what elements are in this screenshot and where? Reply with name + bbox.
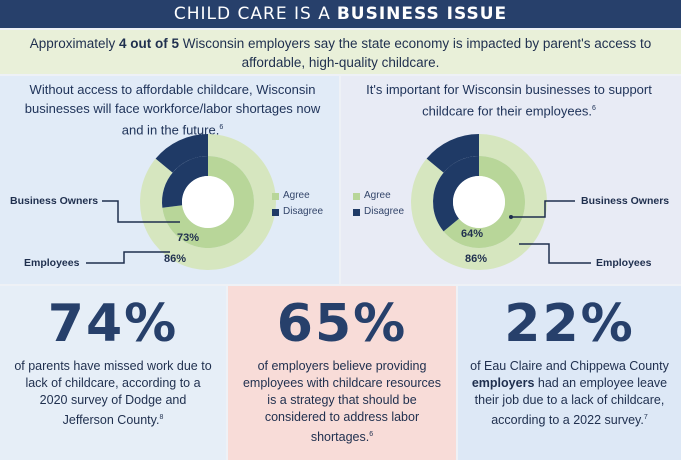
right-panel-text: It's important for Wisconsin businesses … [349, 80, 669, 120]
donut-hole [182, 176, 234, 228]
right-footnote: 6 [591, 105, 596, 112]
left-donut-chart [140, 134, 276, 270]
stat-card-missed-work: 74% of parents have missed work due to l… [0, 286, 226, 460]
business-owners-disagree-arc [162, 156, 208, 208]
donut-hole [453, 176, 505, 228]
left-panel-statement: Without access to affordable childcare, … [24, 82, 321, 138]
legend-item-disagree: Disagree [272, 204, 323, 220]
subtitle-banner: Approximately 4 out of 5 Wisconsin emplo… [0, 30, 681, 74]
stat-text-post: had an employee leave their job due to a… [474, 376, 668, 428]
business-owners-agree-arc [443, 156, 525, 248]
left-label-employees: Employees [24, 257, 80, 269]
left-callout-lines [86, 200, 180, 264]
left-pct-employees: 86% [164, 253, 187, 265]
stat-number: 65% [276, 294, 408, 354]
left-legend: Agree Disagree [272, 188, 323, 220]
right-donut-chart [411, 134, 547, 270]
title-bold: BUSINESS ISSUE [336, 4, 508, 24]
stat-number: 22% [504, 294, 635, 354]
left-pct-business-owners: 73% [177, 232, 200, 244]
right-callout-lines [509, 200, 591, 264]
legend-item-agree: Agree [272, 188, 323, 204]
stat-footnote: 7 [643, 414, 648, 421]
subtitle-bold: 4 out of 5 [119, 36, 179, 51]
stat-text: of employers believe providing employees… [242, 359, 441, 445]
subtitle-post: Wisconsin employers say the state econom… [179, 36, 652, 70]
right-chart-panel: It's important for Wisconsin businesses … [341, 76, 681, 284]
stat-text: of parents have missed work due to lack … [14, 359, 212, 428]
stat-text-pre: of Eau Claire and Chippewa County [470, 359, 669, 373]
business-owners-agree-arc [162, 156, 254, 248]
subtitle-pre: Approximately [29, 36, 119, 51]
legend-label-disagree: Disagree [283, 206, 324, 217]
stat-description: of Eau Claire and Chippewa County employ… [467, 358, 672, 429]
stat-card-employer-strategy: 65% of employers believe providing emplo… [228, 286, 456, 460]
legend-swatch-disagree [272, 208, 279, 216]
right-panel-statement: It's important for Wisconsin businesses … [366, 82, 652, 119]
stat-footnote: 6 [369, 431, 374, 438]
business-owners-disagree-arc [433, 156, 479, 232]
stat-description: of parents have missed work due to lack … [13, 358, 213, 429]
legend-item-agree: Agree [353, 188, 404, 204]
legend-swatch-agree [353, 192, 360, 200]
employees-agree-arc [411, 134, 547, 270]
left-panel-text: Without access to affordable childcare, … [20, 80, 325, 139]
left-label-business-owners: Business Owners [10, 195, 99, 207]
title-light: CHILD CARE IS A [173, 4, 331, 24]
stat-description: of employers believe providing employees… [237, 358, 447, 446]
right-label-business-owners: Business Owners [581, 195, 670, 207]
stat-card-employee-leave: 22% of Eau Claire and Chippewa County em… [458, 286, 681, 460]
left-footnote: 6 [219, 124, 224, 131]
legend-swatch-disagree [353, 208, 360, 216]
right-pct-employees: 86% [465, 253, 488, 265]
left-chart-panel: Without access to affordable childcare, … [0, 76, 339, 284]
employees-agree-arc [140, 134, 276, 270]
employees-disagree-arc [155, 134, 208, 173]
legend-label-disagree: Disagree [364, 206, 405, 217]
legend-label-agree: Agree [283, 190, 310, 201]
stat-footnote: 8 [159, 414, 164, 421]
right-legend: Agree Disagree [353, 188, 404, 220]
employees-disagree-arc [426, 134, 479, 173]
legend-label-agree: Agree [364, 190, 391, 201]
legend-item-disagree: Disagree [353, 204, 404, 220]
right-label-employees: Employees [596, 257, 652, 269]
stat-number: 74% [47, 294, 179, 354]
page-title: CHILD CARE IS A BUSINESS ISSUE [0, 0, 681, 28]
right-pct-business-owners: 64% [461, 228, 484, 240]
legend-swatch-agree [272, 192, 279, 200]
stat-text-bold: employers [471, 376, 535, 390]
